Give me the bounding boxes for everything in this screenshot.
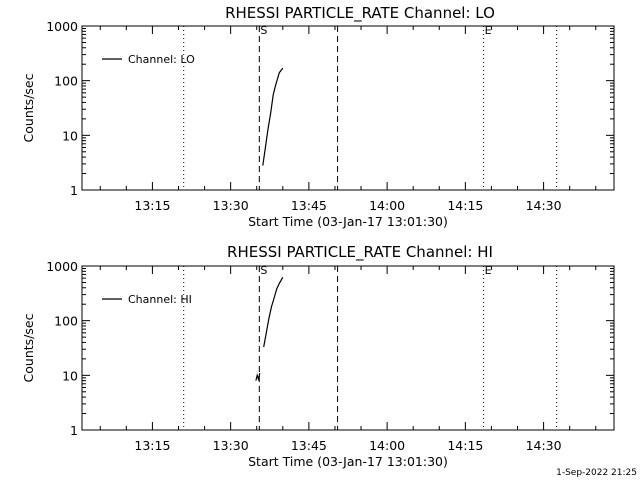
plot-frame <box>81 25 615 191</box>
x-tick-label: 14:15 <box>447 198 483 213</box>
y-tick-label: 10 <box>62 368 78 383</box>
vline-marker-label: S <box>260 264 267 277</box>
series-line <box>263 277 284 348</box>
x-tick-label: 14:30 <box>526 438 562 453</box>
x-tick-label: 13:30 <box>213 438 249 453</box>
x-tick-label: 13:45 <box>291 198 327 213</box>
y-tick-label: 100 <box>54 314 78 329</box>
panel-1: RHESSI PARTICLE_RATE Channel: LO Counts/s… <box>21 4 615 229</box>
x-tick-label: 13:15 <box>134 198 170 213</box>
x-tick-label: 13:15 <box>134 438 170 453</box>
plots: RHESSI PARTICLE_RATE Channel: LO Counts/s… <box>21 4 615 469</box>
y-tick-label: 1000 <box>46 19 78 34</box>
vline-marker-label: E <box>485 24 492 37</box>
vline-marker-label: E <box>485 264 492 277</box>
y-tick-label: 1 <box>70 423 78 438</box>
y-axis-label: Counts/sec <box>21 313 36 382</box>
x-tick-label: 13:30 <box>213 198 249 213</box>
x-tick-label: 14:15 <box>447 438 483 453</box>
y-tick-label: 1000 <box>46 259 78 274</box>
y-axis-label: Counts/sec <box>21 73 36 142</box>
legend-entry: Channel: HI <box>128 293 192 306</box>
y-tick-label: 1 <box>70 183 78 198</box>
vline-marker-label: S <box>260 24 267 37</box>
footer-timestamp: 1-Sep-2022 21:25 <box>556 468 637 478</box>
x-tick-label: 14:00 <box>369 198 405 213</box>
plot-frame <box>81 265 615 431</box>
panel-2: RHESSI PARTICLE_RATE Channel: HI Counts/s… <box>21 243 615 469</box>
chart-title: RHESSI PARTICLE_RATE Channel: LO <box>225 4 495 23</box>
series-line <box>255 372 261 382</box>
chart-title: RHESSI PARTICLE_RATE Channel: HI <box>227 243 493 262</box>
x-tick-label: 14:30 <box>526 198 562 213</box>
x-tick-label: 13:45 <box>291 438 327 453</box>
x-axis-label: Start Time (03-Jan-17 13:01:30) <box>248 214 448 229</box>
legend-entry: Channel: LO <box>128 53 195 66</box>
y-tick-label: 10 <box>62 128 78 143</box>
x-tick-label: 14:00 <box>369 438 405 453</box>
series-line <box>262 67 284 166</box>
x-axis-label: Start Time (03-Jan-17 13:01:30) <box>248 454 448 469</box>
y-tick-label: 100 <box>54 74 78 89</box>
